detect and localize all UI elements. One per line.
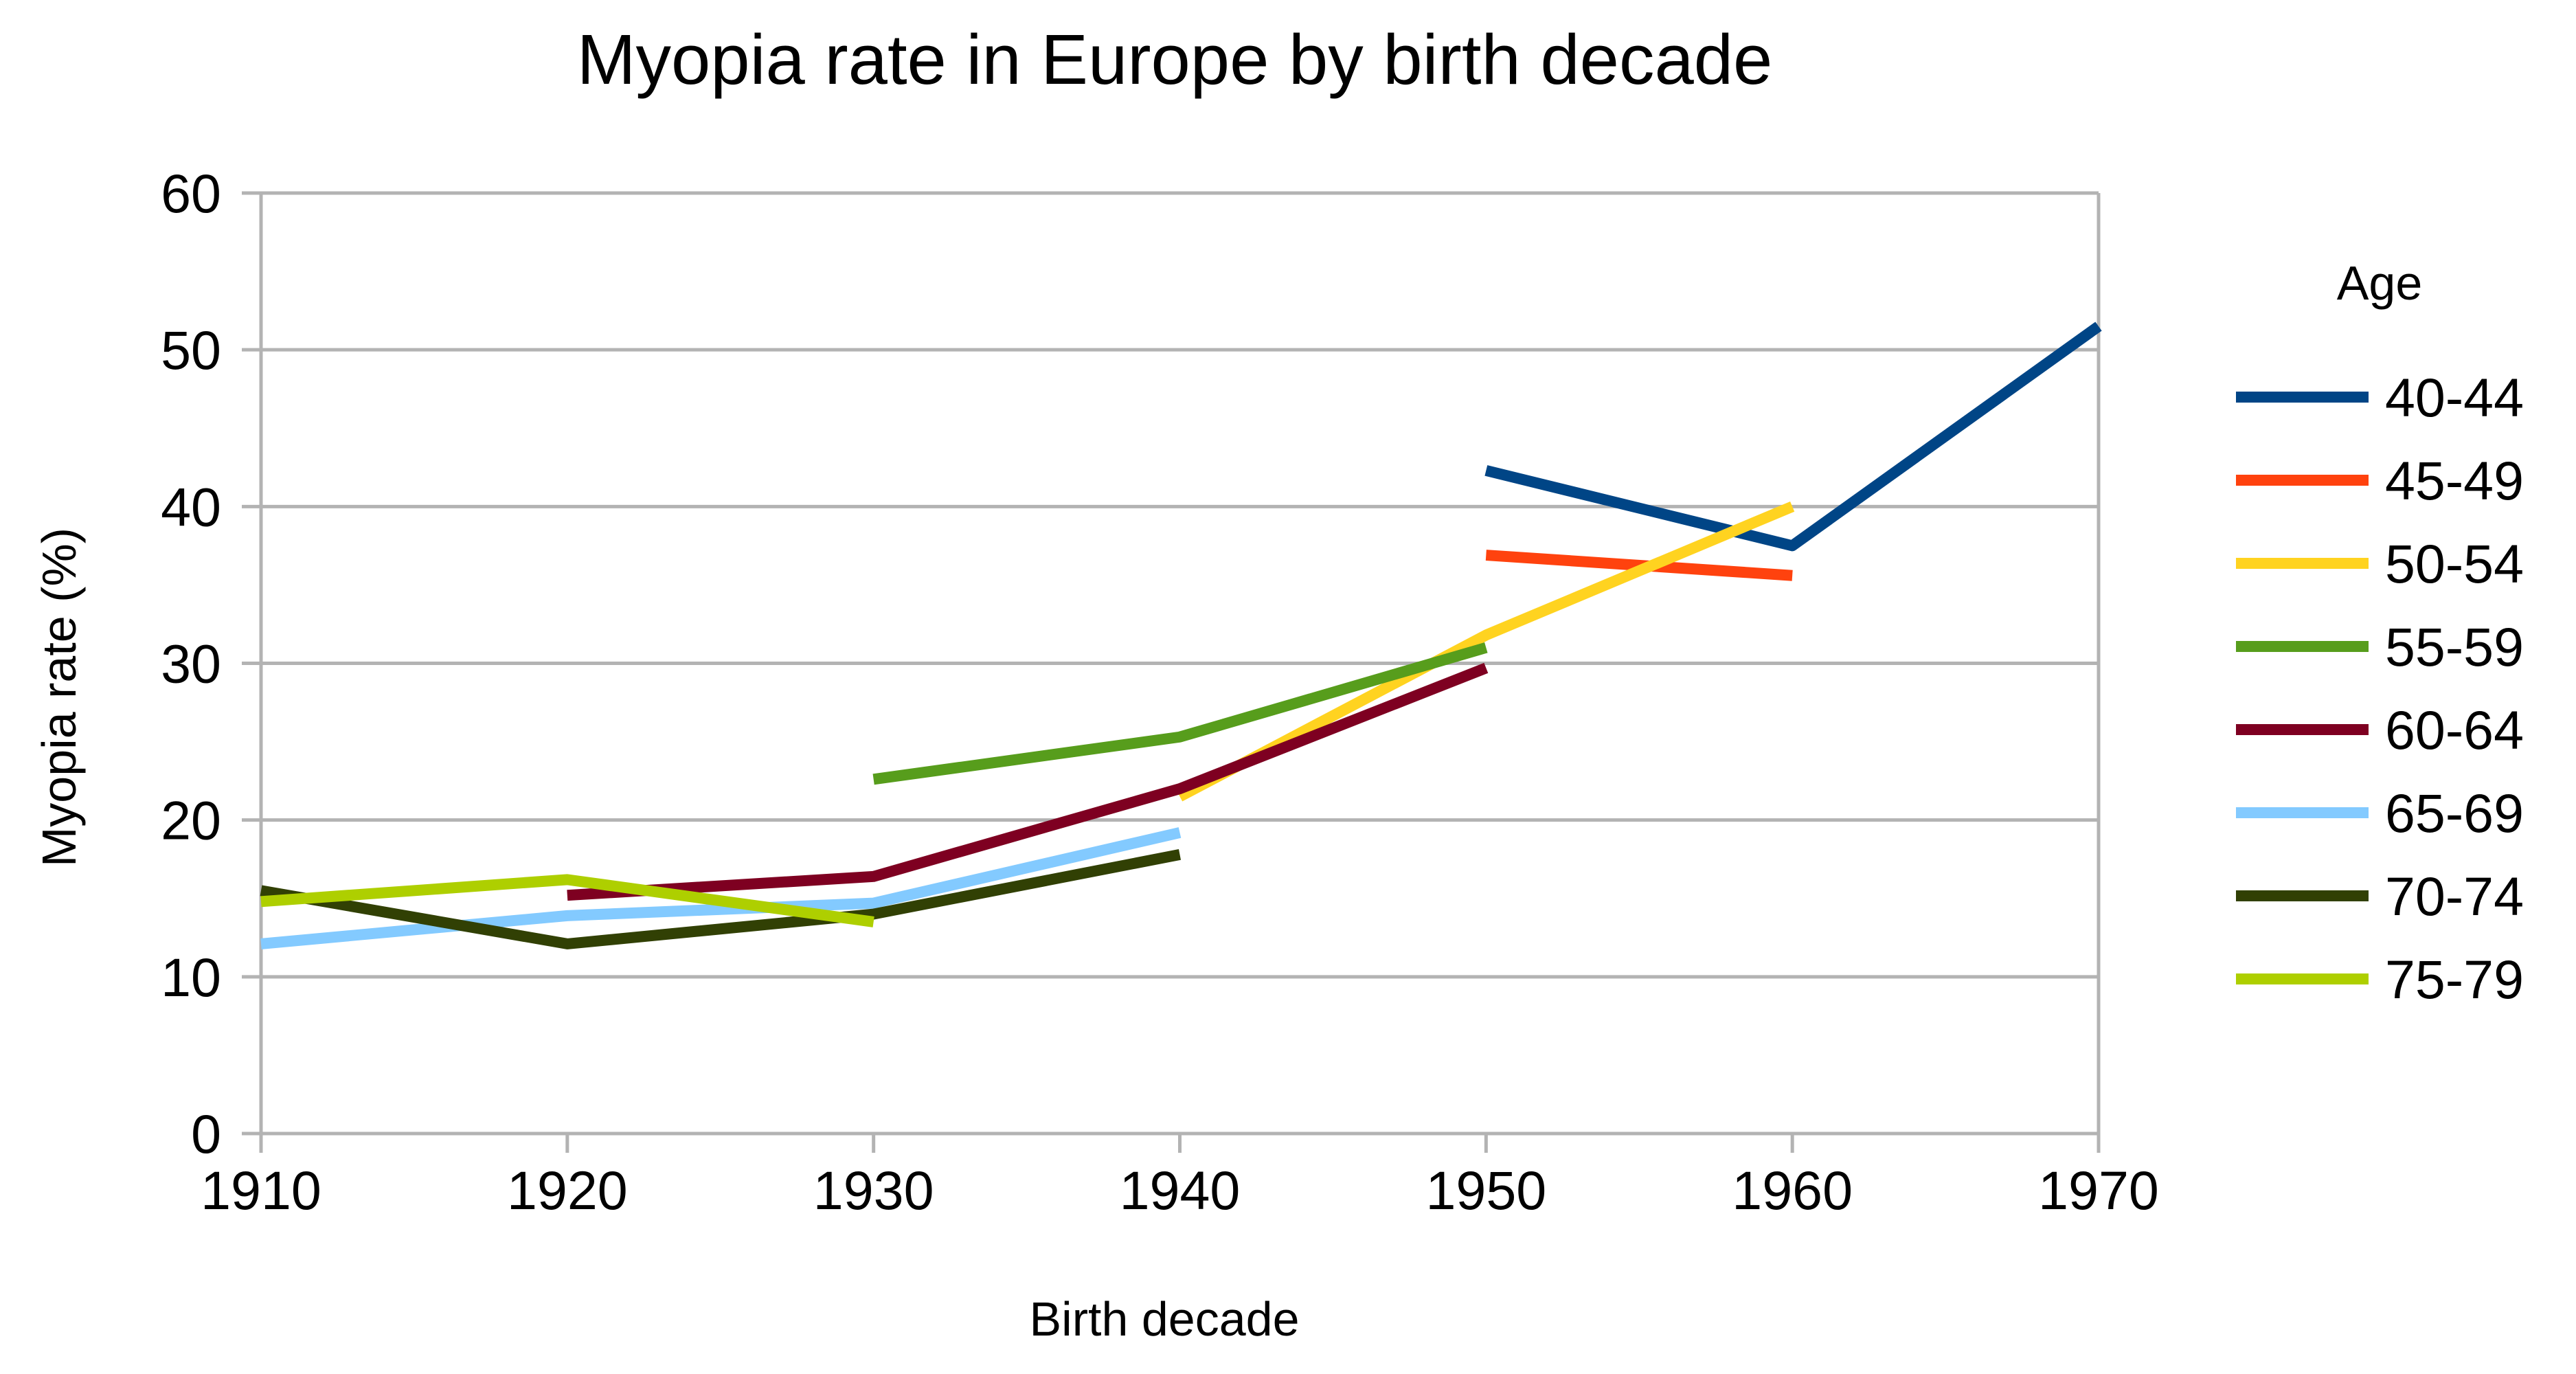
y-axis-tick-labels: 0 10 20 30 40 50 60 — [161, 163, 221, 1164]
series-line-70-74 — [260, 849, 1182, 949]
series-lines — [260, 322, 2102, 949]
legend-item-70-74: 70-74 — [2236, 866, 2524, 927]
chart-title: Myopia rate in Europe by birth decade — [577, 20, 1773, 99]
legend-label: 65-69 — [2385, 782, 2524, 844]
x-tick-label: 1950 — [1425, 1160, 1546, 1221]
y-tick-label: 40 — [161, 476, 221, 537]
legend-label: 45-49 — [2385, 450, 2524, 511]
legend-item-55-59: 55-59 — [2236, 616, 2524, 677]
legend-item-60-64: 60-64 — [2236, 699, 2524, 761]
grid-lines — [261, 191, 2099, 1136]
series-line-40-44 — [1484, 322, 2102, 552]
legend-item-40-44: 40-44 — [2236, 367, 2524, 428]
y-tick-label: 30 — [161, 633, 221, 695]
legend: Age 40-44 45-49 50-54 55-59 60-64 65-69 70-74 7… — [2236, 256, 2524, 1010]
x-axis-tick-labels: 1910 1920 1930 1940 1950 1960 1970 — [201, 1160, 2159, 1221]
legend-item-75-79: 75-79 — [2236, 949, 2524, 1010]
series-line-60-64 — [567, 662, 1489, 901]
legend-title: Age — [2337, 256, 2423, 310]
series-line-65-69 — [260, 827, 1182, 949]
legend-label: 40-44 — [2385, 367, 2524, 428]
y-tick-label: 60 — [161, 163, 221, 224]
series-line-55-59 — [872, 642, 1488, 785]
legend-label: 70-74 — [2385, 866, 2524, 927]
x-tick-label: 1970 — [2038, 1160, 2159, 1221]
x-tick-label: 1960 — [1732, 1160, 1853, 1221]
y-tick-label: 20 — [161, 790, 221, 851]
legend-items: 40-44 45-49 50-54 55-59 60-64 65-69 70-74 75-79 — [2236, 367, 2524, 1010]
legend-item-50-54: 50-54 — [2236, 533, 2524, 594]
y-axis-label: Myopia rate (%) — [32, 528, 86, 867]
y-tick-label: 10 — [161, 947, 221, 1008]
legend-item-65-69: 65-69 — [2236, 782, 2524, 844]
x-tick-label: 1920 — [507, 1160, 628, 1221]
x-tick-label: 1940 — [1120, 1160, 1241, 1221]
legend-label: 50-54 — [2385, 533, 2524, 594]
legend-item-45-49: 45-49 — [2236, 450, 2524, 511]
y-tick-label: 0 — [191, 1103, 221, 1164]
legend-label: 55-59 — [2385, 616, 2524, 677]
axes — [242, 191, 2101, 1153]
x-axis-label: Birth decade — [1029, 1292, 1299, 1346]
legend-label: 60-64 — [2385, 699, 2524, 761]
x-tick-label: 1910 — [201, 1160, 321, 1221]
x-tick-label: 1930 — [813, 1160, 934, 1221]
y-tick-label: 50 — [161, 319, 221, 381]
legend-label: 75-79 — [2385, 949, 2524, 1010]
